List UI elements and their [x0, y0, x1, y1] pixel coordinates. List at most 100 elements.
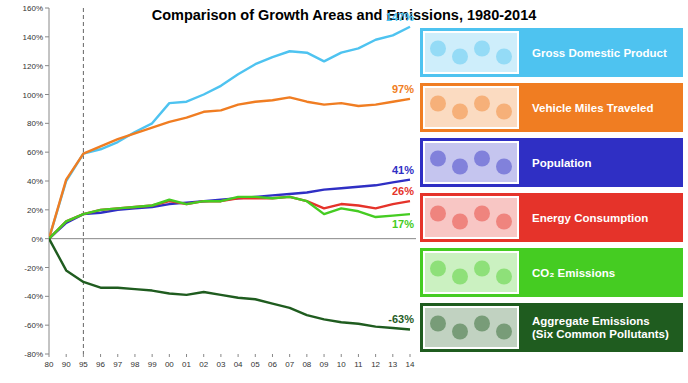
- legend-box: [420, 248, 683, 297]
- x-tick: [186, 354, 187, 357]
- x-tick: [117, 354, 118, 357]
- legend-picture: [423, 306, 519, 349]
- x-tick-label: 97: [113, 360, 122, 369]
- legend-picture: [423, 31, 519, 74]
- y-tick-label: 20%: [27, 206, 43, 215]
- x-tick: [255, 354, 256, 357]
- series-line: [49, 239, 410, 330]
- legend-label: Gross Domestic Product: [532, 47, 667, 59]
- y-tick-label: 40%: [27, 177, 43, 186]
- y-tick: [45, 296, 49, 297]
- legend: Gross Domestic Product Vehicle Miles Trav…: [420, 28, 683, 352]
- legend-picture-fill: [425, 33, 517, 72]
- x-tick-label: 01: [182, 360, 191, 369]
- legend-picture-shape: [496, 324, 512, 340]
- y-tick-label: 60%: [27, 148, 43, 157]
- y-axis: [49, 8, 50, 354]
- y-tick: [45, 267, 49, 268]
- legend-picture: [423, 196, 519, 239]
- x-tick: [289, 354, 290, 357]
- legend-picture-shape: [452, 49, 468, 65]
- legend-label: Aggregate Emissions(Six Common Pollutant…: [532, 315, 669, 340]
- legend-label-line: CO₂ Emissions: [532, 267, 615, 279]
- legend-picture-shape: [430, 151, 446, 167]
- legend-picture-shape: [474, 41, 490, 57]
- reference-line: [83, 8, 84, 354]
- x-tick: [358, 354, 359, 357]
- x-tick: [66, 354, 67, 357]
- x-tick-label: 04: [234, 360, 243, 369]
- y-tick: [45, 123, 49, 124]
- legend-picture: [423, 86, 519, 129]
- chart: Comparison of Growth Areas and Emissions…: [0, 0, 688, 383]
- legend-label: Population: [532, 157, 591, 169]
- y-tick-label: -80%: [24, 350, 43, 359]
- y-tick-label: -20%: [24, 264, 43, 273]
- x-tick-label: 03: [216, 360, 225, 369]
- legend-picture-fill: [425, 308, 517, 347]
- x-tick-label: 05: [251, 360, 260, 369]
- series-line: [49, 27, 410, 239]
- x-tick: [134, 354, 135, 357]
- legend-label-line: Aggregate Emissions: [532, 315, 650, 327]
- legend-picture-fill: [425, 198, 517, 237]
- y-tick: [45, 238, 49, 239]
- y-tick-label: -60%: [24, 321, 43, 330]
- x-tick-label: 12: [371, 360, 380, 369]
- x-tick-label: 90: [62, 360, 71, 369]
- legend-label-line: Vehicle Miles Traveled: [532, 102, 653, 114]
- x-tick-label: 13: [388, 360, 397, 369]
- x-tick-label: 98: [130, 360, 139, 369]
- end-label: 97%: [392, 83, 414, 95]
- series-line: [49, 97, 410, 238]
- x-tick: [324, 354, 325, 357]
- y-tick-label: 100%: [23, 91, 43, 100]
- x-tick-label: 07: [285, 360, 294, 369]
- legend-picture-shape: [430, 316, 446, 332]
- legend-picture-shape: [452, 269, 468, 285]
- title: Comparison of Growth Areas and Emissions…: [152, 7, 537, 23]
- y-tick: [45, 94, 49, 95]
- legend-picture-shape: [430, 96, 446, 112]
- x-tick-label: 14: [406, 360, 415, 369]
- end-label: 41%: [392, 164, 414, 176]
- x-tick-label: 08: [302, 360, 311, 369]
- y-tick: [45, 181, 49, 182]
- end-label: 26%: [392, 185, 414, 197]
- legend-picture-shape: [496, 269, 512, 285]
- x-tick-label: 10: [337, 360, 346, 369]
- y-tick-label: 80%: [27, 119, 43, 128]
- end-label: 147%: [386, 11, 414, 23]
- x-tick: [306, 354, 307, 357]
- x-tick-label: 11: [354, 360, 363, 369]
- y-tick-label: -40%: [24, 292, 43, 301]
- legend-picture-shape: [496, 49, 512, 65]
- legend-picture-shape: [452, 214, 468, 230]
- legend-picture: [423, 251, 519, 294]
- legend-picture-shape: [474, 206, 490, 222]
- legend-picture-shape: [496, 159, 512, 175]
- legend-picture-shape: [496, 104, 512, 120]
- x-tick-label: 06: [268, 360, 277, 369]
- legend-label-line: Gross Domestic Product: [532, 47, 667, 59]
- legend-picture-shape: [474, 261, 490, 277]
- legend-picture-shape: [452, 104, 468, 120]
- x-tick: [152, 354, 153, 357]
- legend-label-line: (Six Common Pollutants): [532, 328, 669, 340]
- x-tick: [238, 354, 239, 357]
- x-tick-label: 09: [320, 360, 329, 369]
- y-tick-label: 160%: [23, 4, 43, 13]
- series-line: [49, 197, 410, 239]
- legend-label-line: Population: [532, 157, 591, 169]
- x-tick-label: 00: [165, 360, 174, 369]
- x-tick: [169, 354, 170, 357]
- y-tick: [45, 8, 49, 9]
- y-tick: [45, 354, 49, 355]
- legend-picture-shape: [430, 206, 446, 222]
- series-line: [49, 180, 410, 239]
- legend-picture-shape: [496, 214, 512, 230]
- legend-box: [420, 138, 683, 187]
- legend-picture-shape: [430, 261, 446, 277]
- x-tick: [203, 354, 204, 357]
- legend-box: [420, 303, 683, 352]
